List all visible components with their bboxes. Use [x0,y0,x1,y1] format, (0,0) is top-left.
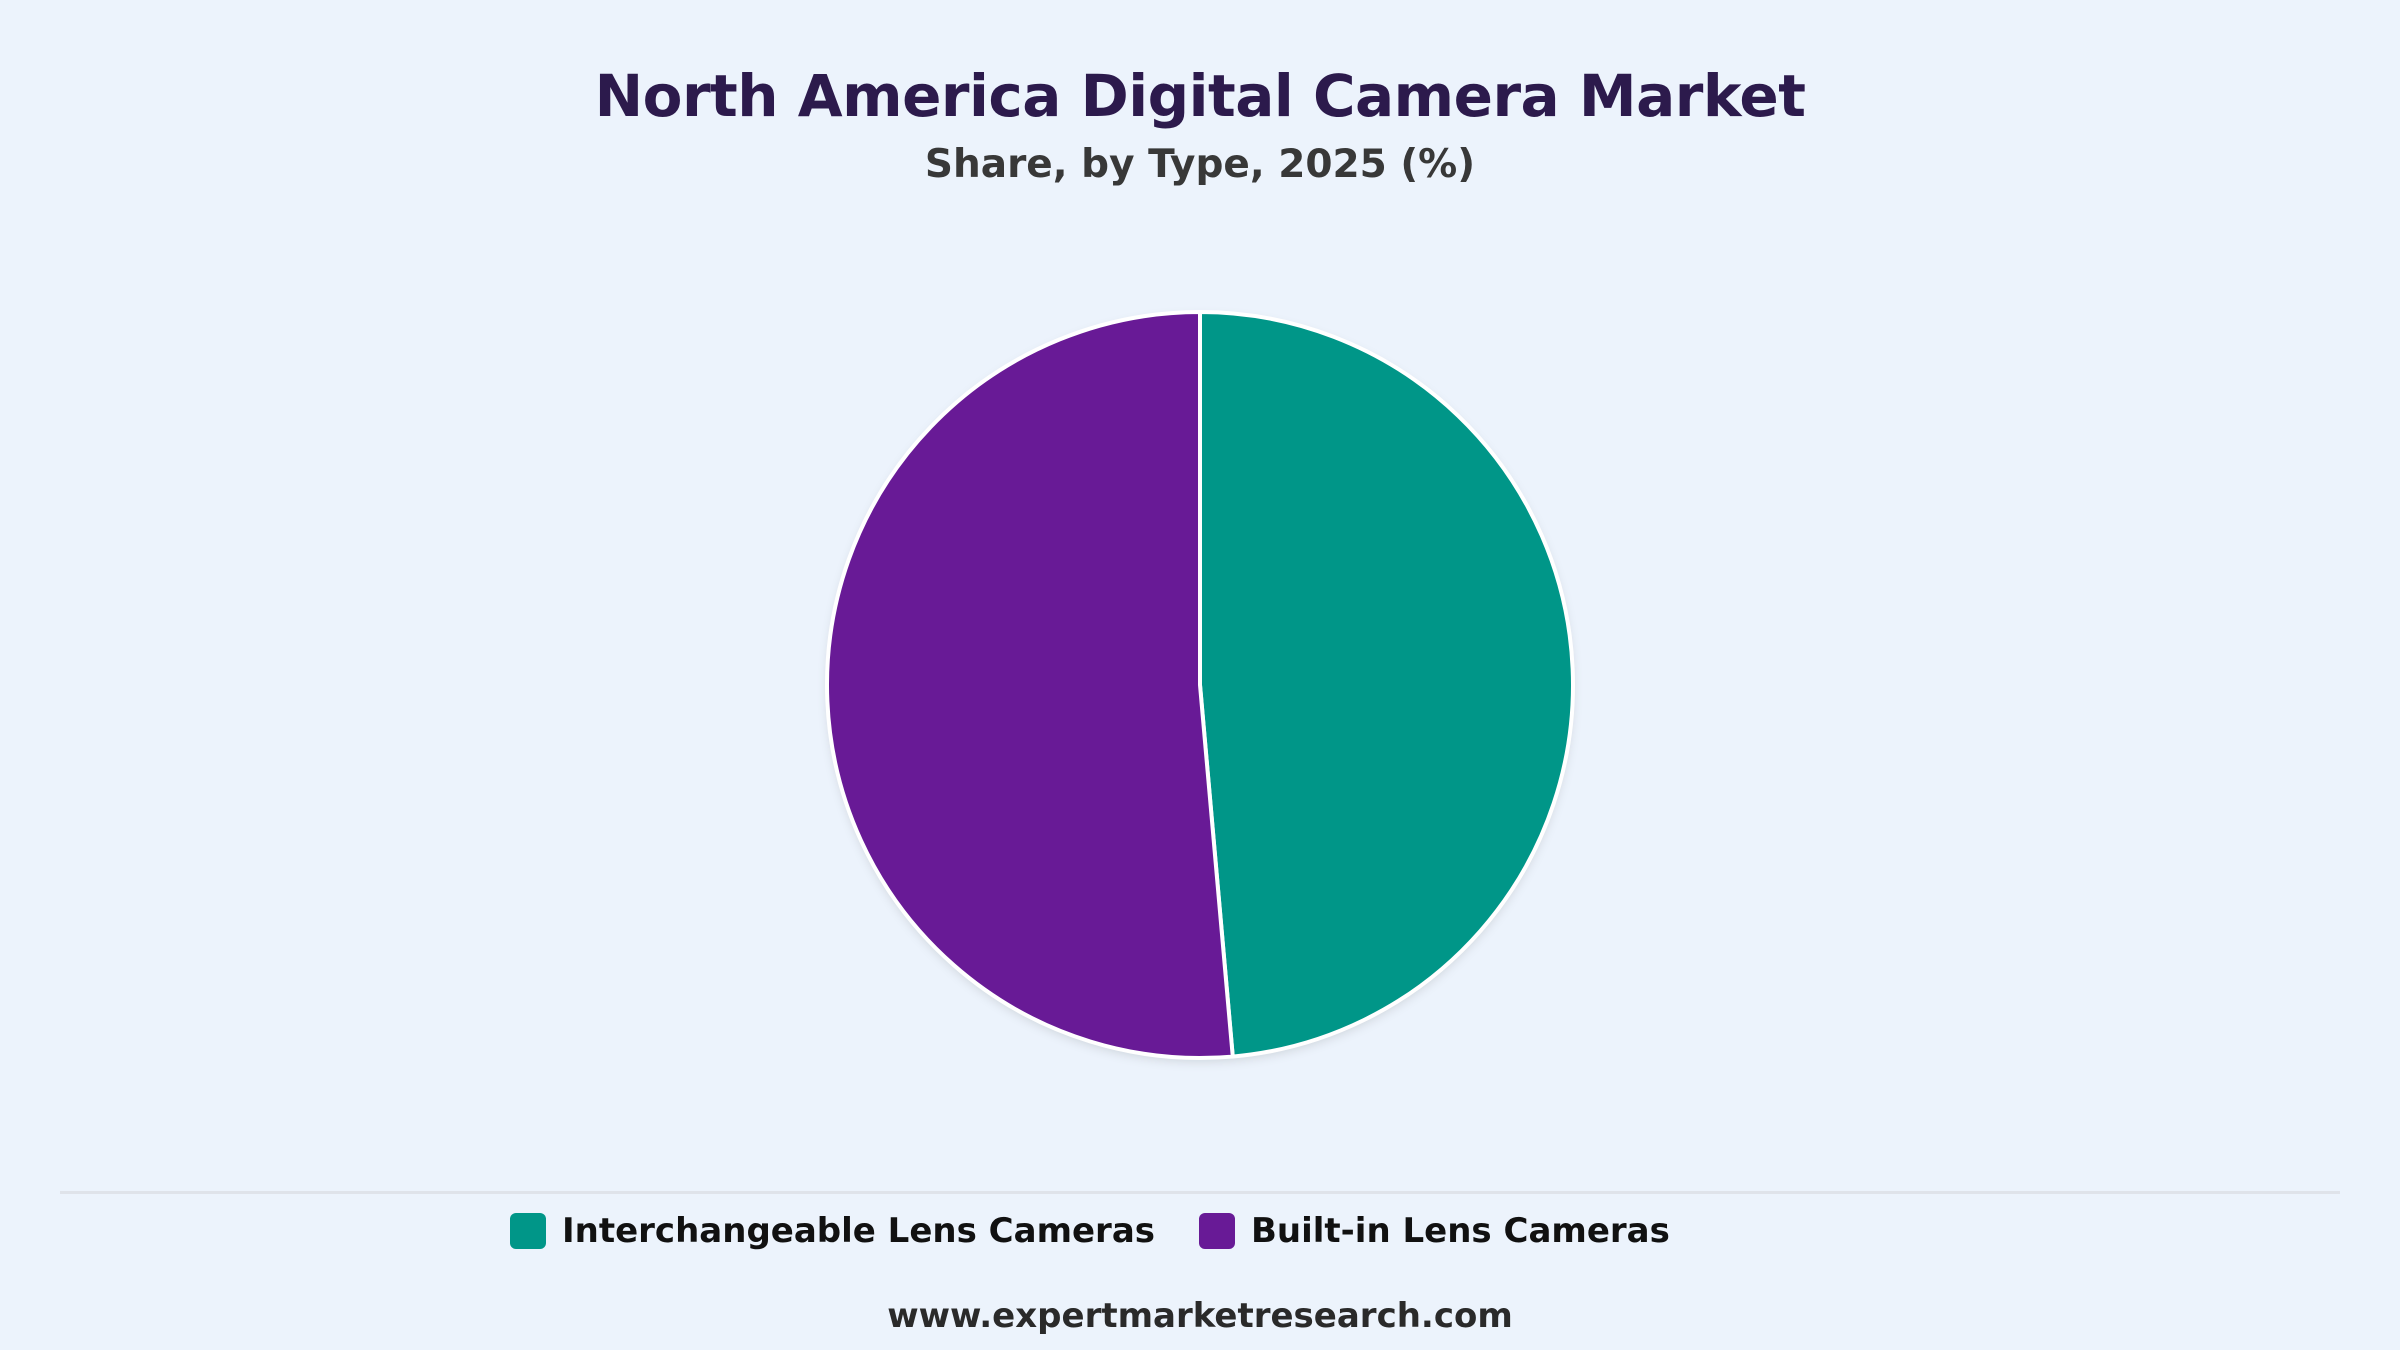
source-url: www.expertmarketresearch.com [887,1296,1513,1336]
legend-label: Built-in Lens Cameras [1251,1211,1670,1251]
chart-subtitle: Share, by Type, 2025 (%) [924,142,1476,187]
legend-divider [60,1191,2340,1194]
legend-label: Interchangeable Lens Cameras [562,1211,1156,1251]
legend-swatch [1199,1213,1235,1249]
pie-slices [825,310,1575,1060]
legend-swatch [510,1213,546,1249]
legend-item-interchangeable-lens-cameras[interactable]: Interchangeable Lens Cameras [510,1209,1155,1253]
chart-title: North America Digital Camera Market [594,62,1806,130]
legend: Interchangeable Lens Cameras Built-in Le… [0,1209,2400,1253]
pie-slice-interchangeable-lens-cameras[interactable] [1198,310,1575,1059]
pie-slice-built-in-lens-cameras[interactable] [825,310,1235,1060]
legend-item-built-in-lens-cameras[interactable]: Built-in Lens Cameras [1199,1209,1670,1253]
